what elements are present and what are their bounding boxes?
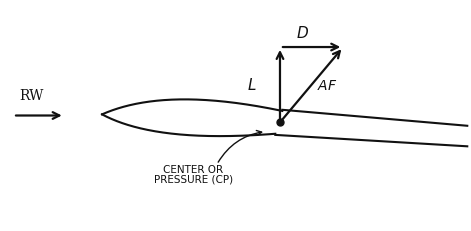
Text: RW: RW <box>20 89 44 103</box>
Text: $L$: $L$ <box>247 77 257 93</box>
Text: PRESSURE (CP): PRESSURE (CP) <box>154 174 233 184</box>
Text: $AF$: $AF$ <box>317 79 338 93</box>
Text: $D$: $D$ <box>296 25 309 41</box>
Text: CENTER OR: CENTER OR <box>163 165 223 175</box>
